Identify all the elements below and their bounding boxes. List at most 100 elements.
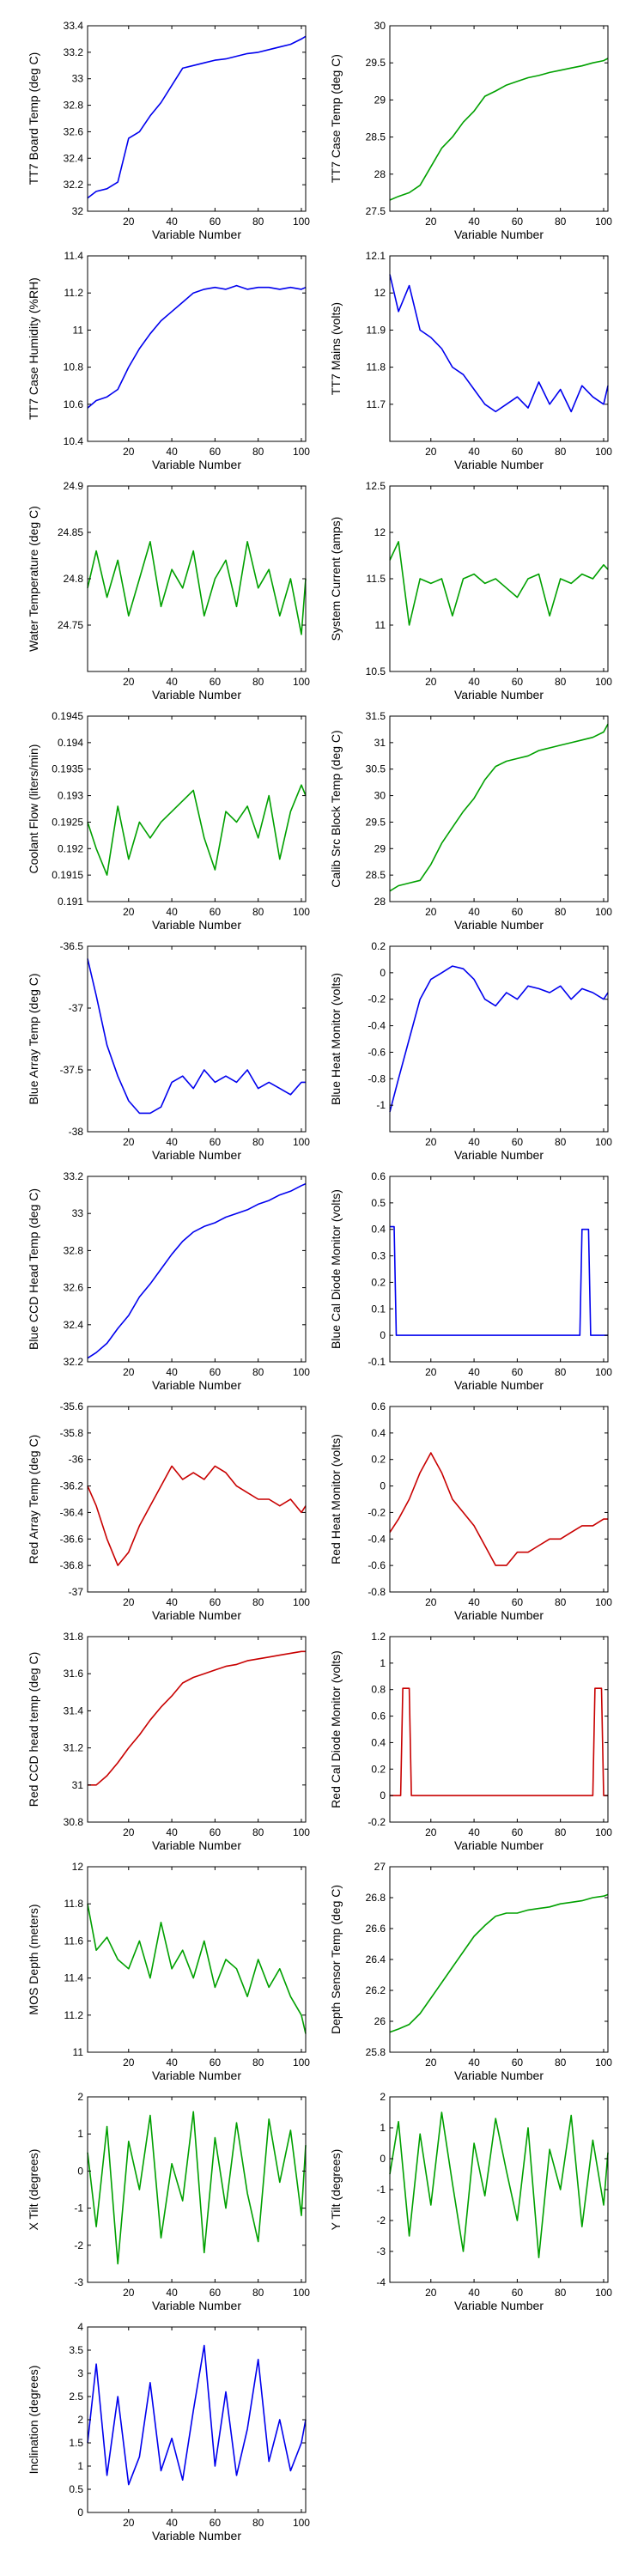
y-tick-label: -1 — [376, 2184, 386, 2196]
y-tick-label: 11.5 — [367, 573, 386, 585]
y-tick-label: 0.1925 — [52, 816, 83, 828]
x-axis-label: Variable Number — [152, 2069, 241, 2082]
y-tick-label: -36.5 — [60, 940, 84, 952]
x-tick-label: 60 — [512, 1596, 524, 1608]
y-tick-label: 0 — [380, 967, 386, 979]
x-tick-label: 20 — [425, 1136, 437, 1148]
x-tick-label: 80 — [555, 446, 567, 458]
series-line — [389, 723, 609, 892]
x-tick-label: 60 — [210, 1366, 222, 1378]
y-tick-label: -0.6 — [368, 1046, 386, 1058]
axes-frame — [87, 25, 307, 212]
x-tick-label: 40 — [468, 446, 480, 458]
x-tick-label: 20 — [425, 1366, 437, 1378]
x-tick-label: 100 — [595, 2057, 612, 2069]
y-tick-label: 32.8 — [64, 100, 84, 112]
series-line — [389, 965, 609, 1113]
y-tick-label: 29 — [374, 94, 386, 106]
y-tick-label: 28.5 — [366, 131, 386, 143]
x-tick-label: 80 — [252, 216, 264, 228]
x-tick-label: 100 — [595, 1596, 612, 1608]
y-tick-label: 0.1915 — [52, 869, 83, 881]
y-tick-label: 3.5 — [69, 2344, 83, 2356]
y-tick-label: 0.5 — [371, 1197, 386, 1209]
x-tick-label: 20 — [123, 1136, 135, 1148]
axes-frame — [87, 255, 307, 442]
series-line — [87, 2344, 307, 2486]
y-axis-label: System Current (amps) — [329, 517, 343, 641]
y-tick-label: 24.8 — [64, 573, 84, 585]
y-tick-label: 0 — [380, 1789, 386, 1801]
y-axis-label: Blue CCD Head Temp (deg C) — [27, 1188, 40, 1350]
x-tick-label: 100 — [293, 2517, 310, 2529]
y-tick-label: 26.8 — [366, 1892, 386, 1904]
y-tick-label: 0.2 — [371, 1454, 386, 1466]
y-tick-label: 11.8 — [64, 1898, 84, 1910]
chart-panel-3: 20 40 60 80 100 10.4 10.6 10.8 11 11.2 11.4 Variabl… — [27, 250, 310, 471]
y-tick-label: 29.5 — [366, 57, 386, 69]
chart-panel-12: 20 40 60 80 100 -0.1 0 0.1 0.2 0.3 0.4 0.5 0.6 Variab… — [329, 1170, 612, 1392]
y-tick-label: 0 — [380, 2153, 386, 2165]
y-tick-label: 1 — [380, 1657, 386, 1669]
y-tick-label: 12 — [72, 1861, 84, 1873]
axes-frame — [87, 1406, 307, 1593]
y-tick-label: 31.2 — [64, 1742, 84, 1754]
series-line — [389, 1893, 609, 2033]
y-axis-label: Calib Src Block Temp (deg C) — [329, 730, 343, 887]
y-tick-label: 11.7 — [367, 398, 386, 410]
y-tick-label: 24.75 — [58, 619, 83, 631]
series-line — [87, 1904, 307, 2034]
y-tick-label: -2 — [74, 2239, 83, 2251]
x-tick-label: 60 — [512, 1366, 524, 1378]
y-tick-label: 0.4 — [371, 1224, 386, 1236]
x-tick-label: 80 — [555, 2057, 567, 2069]
y-tick-label: 0.4 — [371, 1427, 386, 1439]
y-tick-label: 24.9 — [64, 480, 84, 492]
y-tick-label: 33.2 — [64, 1170, 84, 1182]
y-tick-label: 0.194 — [58, 737, 83, 749]
y-tick-label: 4 — [77, 2321, 83, 2333]
y-tick-label: -37.5 — [60, 1064, 84, 1076]
series-line — [87, 2111, 307, 2265]
chart-panel-8: 20 40 60 80 100 28 28.5 29 29.5 30 30.5 31 31.5 Varia… — [329, 710, 612, 932]
x-tick-label: 20 — [123, 906, 135, 918]
axes-frame — [87, 2096, 307, 2283]
chart-panel-19: 20 40 60 80 100 -3 -2 -1 0 1 2 Variable Number X Til… — [27, 2091, 310, 2312]
x-tick-label: 100 — [293, 216, 310, 228]
chart-panel-4: 20 40 60 80 100 11.7 11.8 11.9 12 12.1 Variable Nu… — [329, 250, 612, 471]
x-tick-label: 20 — [123, 1366, 135, 1378]
y-tick-label: 0.6 — [371, 1170, 386, 1182]
y-tick-label: 0.1935 — [52, 763, 83, 775]
y-tick-label: 0.6 — [371, 1400, 386, 1413]
x-tick-label: 100 — [293, 676, 310, 688]
chart-panel-9: 20 40 60 80 100 -38 -37.5 -37 -36.5 Variable Numb… — [27, 940, 310, 1162]
y-tick-label: 31 — [374, 737, 386, 749]
y-tick-label: 12.1 — [366, 250, 386, 262]
x-tick-label: 20 — [123, 216, 135, 228]
y-axis-label: Red Array Temp (deg C) — [27, 1435, 40, 1564]
y-tick-label: 0 — [77, 2165, 83, 2177]
y-tick-label: 1 — [380, 2122, 386, 2134]
axes-frame — [87, 945, 307, 1133]
x-axis-label: Variable Number — [454, 2069, 544, 2082]
y-tick-label: -2 — [376, 2215, 386, 2227]
y-tick-label: -1 — [74, 2202, 83, 2215]
y-tick-label: 32 — [72, 205, 84, 217]
y-axis-label: Water Temperature (deg C) — [27, 506, 40, 652]
x-tick-label: 40 — [166, 906, 178, 918]
y-tick-label: 0.4 — [371, 1736, 386, 1748]
series-line — [389, 540, 609, 626]
y-tick-label: -4 — [376, 2276, 386, 2288]
x-tick-label: 40 — [166, 446, 178, 458]
x-tick-label: 100 — [293, 906, 310, 918]
y-axis-label: Depth Sensor Temp (deg C) — [329, 1885, 343, 2034]
axes-frame — [389, 255, 609, 442]
y-tick-label: 10.8 — [64, 361, 84, 374]
y-tick-label: 32.4 — [64, 152, 84, 164]
y-tick-label: 30 — [374, 790, 386, 802]
y-tick-label: 2 — [77, 2414, 83, 2426]
x-tick-label: 20 — [425, 216, 437, 228]
x-tick-label: 80 — [555, 2287, 567, 2299]
x-tick-label: 20 — [123, 1826, 135, 1838]
y-tick-label: 30 — [374, 20, 386, 32]
